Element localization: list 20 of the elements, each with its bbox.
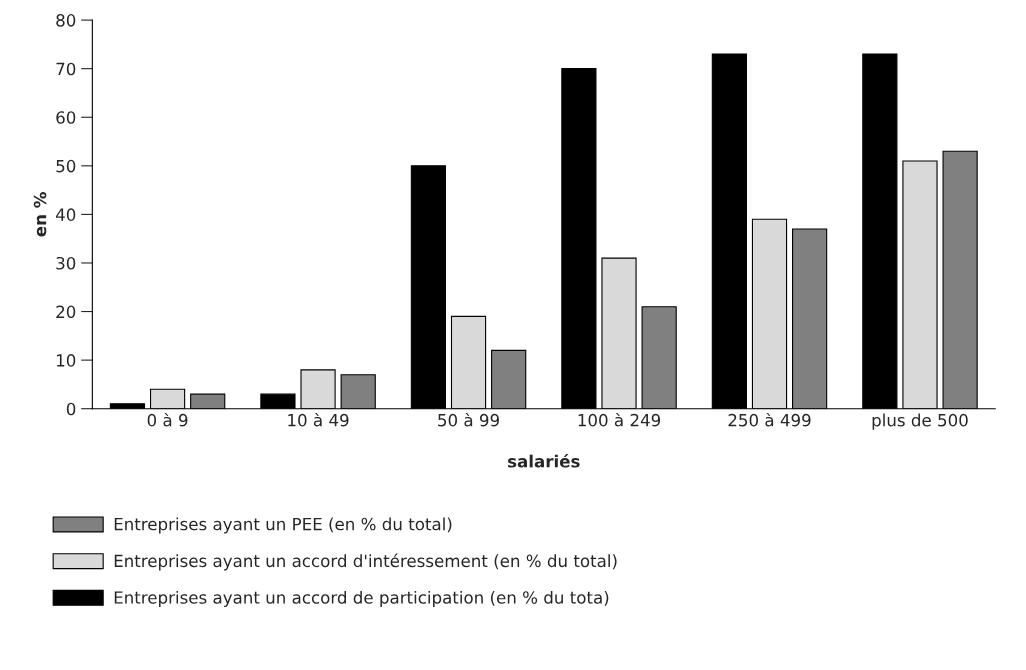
y-tick-label: 50 — [56, 159, 76, 173]
y-tick-label: 0 — [66, 402, 76, 416]
y-tick-label: 80 — [56, 14, 76, 27]
legend-label: Entreprises ayant un PEE (en % du total) — [114, 517, 452, 534]
y-tick-label: 20 — [56, 305, 76, 319]
x-tick-label: 0 à 9 — [147, 412, 188, 427]
legend-label: Entreprises ayant un accord de participation (en % du tota) — [114, 590, 609, 608]
y-axis-title: en % — [33, 192, 47, 237]
x-axis-title: salariés — [508, 454, 580, 468]
y-tick-label: 60 — [56, 111, 76, 124]
y-tick-label: 30 — [56, 256, 76, 270]
y-tick-label: 70 — [56, 62, 76, 76]
y-tick-label: 10 — [56, 354, 76, 367]
x-tick-label: plus de 500 — [872, 413, 968, 430]
x-tick-label: 50 à 99 — [438, 412, 499, 427]
x-tick-label: 250 à 499 — [728, 412, 811, 427]
y-tick-label: 40 — [55, 208, 76, 221]
x-tick-label: 10 à 49 — [288, 412, 349, 427]
legend-label: Entreprises ayant un accord d'intéressement (en % du total) — [114, 553, 617, 571]
x-tick-label: 100 à 249 — [578, 412, 661, 427]
